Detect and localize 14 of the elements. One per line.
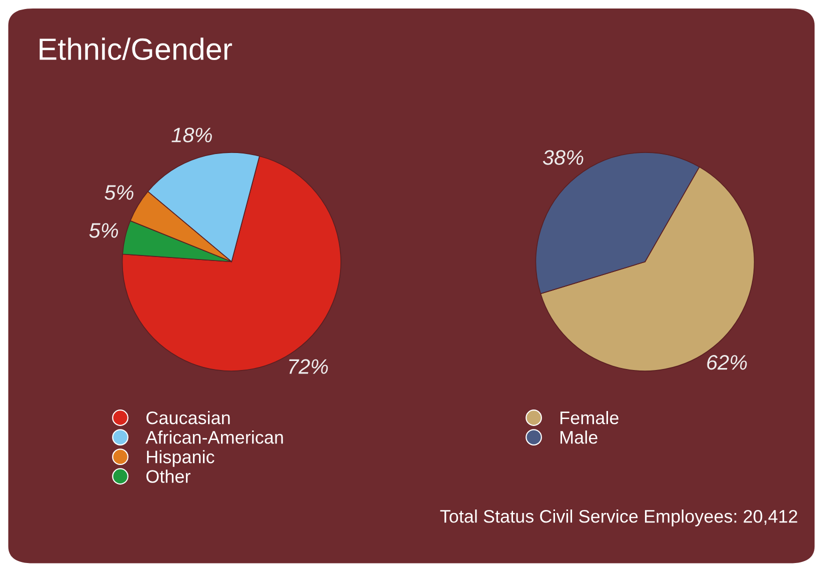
chart-title: Ethnic/Gender — [40, 38, 232, 60]
data-label: 72% — [289, 359, 328, 374]
data-label: 5% — [104, 185, 134, 200]
text: Total Status Civil Service Employees: 20,412 — [440, 509, 798, 526]
legend-label: Hispanic — [147, 450, 214, 467]
legend-label: Caucasian — [146, 410, 230, 424]
data-label: 5% — [89, 223, 118, 238]
data-label: 38% — [542, 150, 584, 165]
legend-label: Male — [560, 430, 598, 444]
legend-label: Other — [146, 470, 190, 483]
data-label: 62% — [707, 355, 747, 370]
legend-label: Female — [560, 410, 618, 424]
legend-label: African-American — [146, 430, 283, 444]
data-label: 18% — [172, 128, 212, 142]
